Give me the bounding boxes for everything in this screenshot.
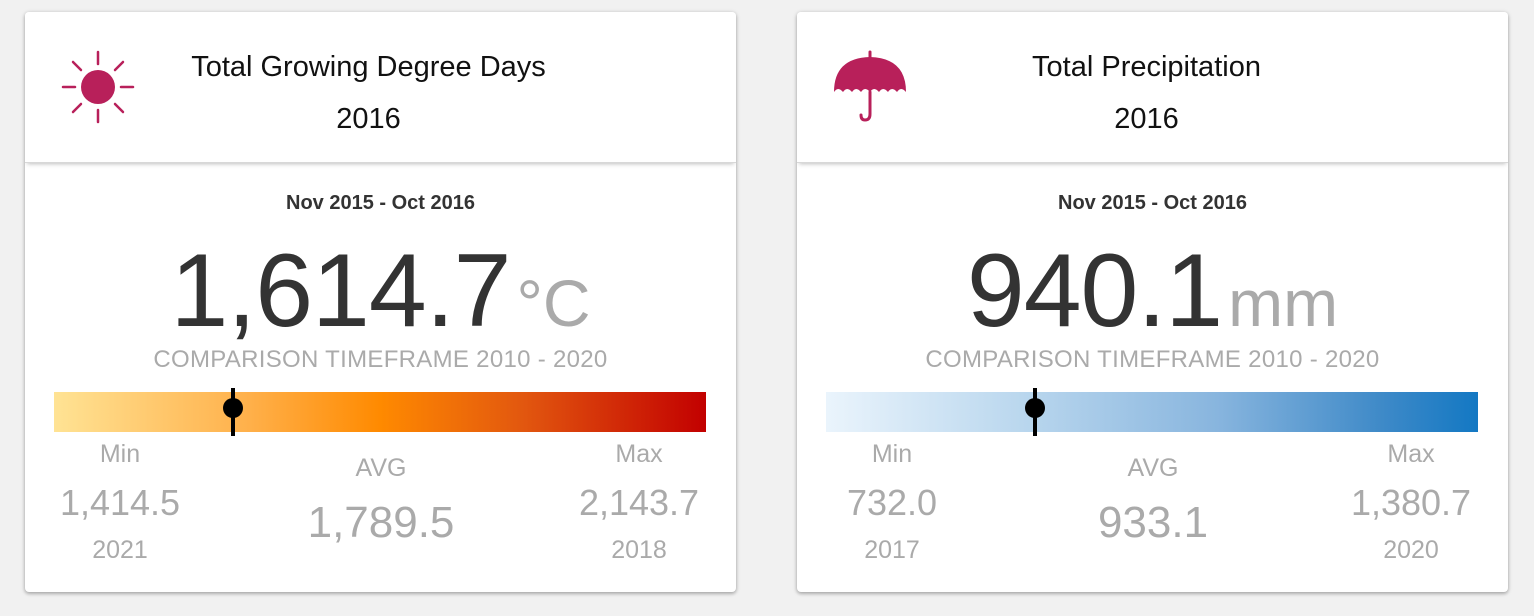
precipitation-card: Total Precipitation 2016 Nov 2015 - Oct … [797, 12, 1508, 592]
gdd-max-value: 2,143.7 [578, 482, 700, 523]
gdd-scale-bar [54, 388, 706, 436]
precipitation-avg-value: 933.1 [1097, 498, 1209, 547]
gdd-current-marker [223, 388, 244, 436]
precipitation-title: Total Precipitation [1032, 51, 1261, 83]
precipitation-card-header: Total Precipitation 2016 [797, 12, 1508, 163]
precipitation-min-value: 732.0 [846, 482, 938, 523]
gdd-main-value: 1,614.7°C [25, 236, 736, 377]
gdd-card-header: Total Growing Degree Days 2016 [25, 12, 736, 163]
gdd-unit: °C [516, 266, 591, 340]
gdd-avg-label: AVG [355, 454, 407, 482]
gdd-title: Total Growing Degree Days [191, 51, 546, 83]
gdd-min-year: 2021 [92, 536, 148, 564]
gdd-avg-value: 1,789.5 [307, 498, 455, 547]
umbrella-icon [834, 50, 906, 122]
gdd-date-range: Nov 2015 - Oct 2016 [286, 192, 475, 214]
precipitation-max-label: Max [1387, 440, 1435, 468]
gdd-value: 1,614.7 [170, 233, 511, 349]
gdd-min-value: 1,414.5 [59, 482, 181, 523]
gdd-card: Total Growing Degree Days 2016 Nov 2015 … [25, 12, 736, 592]
gdd-marker-dot [223, 398, 244, 418]
precipitation-avg-label: AVG [1127, 454, 1179, 482]
sun-icon [61, 50, 135, 124]
precipitation-current-marker [1025, 388, 1046, 436]
precipitation-marker-dot [1025, 398, 1046, 418]
gdd-year: 2016 [336, 103, 401, 135]
precipitation-min-label: Min [871, 440, 913, 468]
precipitation-max-year: 2020 [1383, 536, 1439, 564]
precipitation-min-year: 2017 [864, 536, 920, 564]
precipitation-max-value: 1,380.7 [1350, 482, 1472, 523]
precipitation-year: 2016 [1114, 103, 1179, 135]
gdd-min-label: Min [99, 440, 141, 468]
precipitation-value: 940.1 [966, 233, 1223, 349]
precipitation-unit: mm [1228, 266, 1339, 340]
gdd-max-label: Max [615, 440, 663, 468]
precipitation-date-range: Nov 2015 - Oct 2016 [1058, 192, 1247, 214]
gdd-comparison-timeframe: COMPARISON TIMEFRAME 2010 - 2020 [153, 346, 608, 373]
gdd-max-year: 2018 [611, 536, 667, 564]
precipitation-scale-bar [826, 388, 1478, 436]
precipitation-comparison-timeframe: COMPARISON TIMEFRAME 2010 - 2020 [925, 346, 1380, 373]
precipitation-main-value: 940.1mm [797, 236, 1508, 377]
